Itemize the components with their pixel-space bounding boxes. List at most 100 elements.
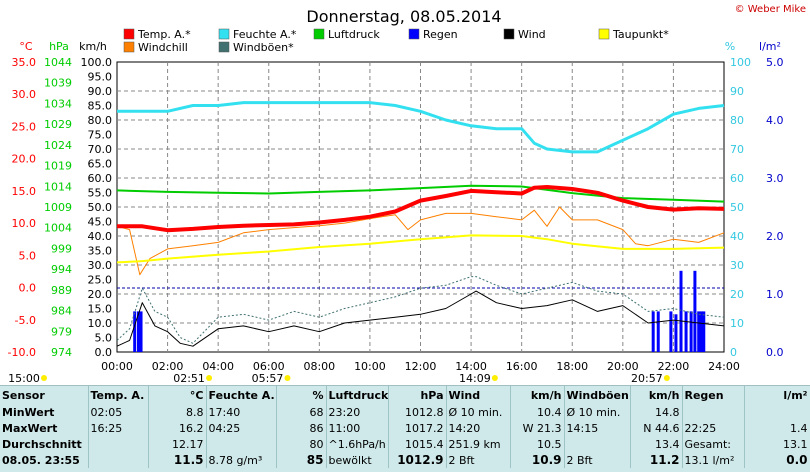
table-cell [564, 436, 631, 452]
header-cell: Sensor [0, 386, 89, 404]
legend: Temp. A.* Feuchte A.* Luftdruck Regen Wind Ta… [123, 28, 669, 54]
rain-bar [136, 311, 140, 352]
tick-pressure: 1024 [44, 139, 72, 152]
x-tick-label: 14:00 [455, 360, 487, 373]
series-line [117, 101, 725, 154]
header-cell: Temp. A. [88, 386, 149, 404]
tick-pressure: 1044 [44, 56, 72, 69]
rain-bar [669, 311, 673, 352]
x-tick-labels: 00:00 02:00 04:00 06:00 08:00 10:00 12:00 14:00… [101, 360, 740, 373]
header-cell: hPa [388, 386, 447, 404]
tick-pressure: 979 [51, 325, 72, 338]
x-tick-label: 00:00 [101, 360, 133, 373]
table-cell: 16:25 [88, 420, 149, 436]
tick-wind: 90.0 [88, 85, 113, 98]
legend-swatch [598, 28, 610, 40]
tick-pressure: 1039 [44, 77, 72, 90]
sun-time: 05:57 [252, 372, 284, 385]
tick-pressure: 999 [51, 242, 72, 255]
tick-wind: 65.0 [88, 158, 113, 171]
sun-icon [41, 375, 47, 381]
table-cell: 22:25 [682, 420, 745, 436]
table-cell: 11.2 [630, 452, 683, 468]
table-cell: 10.9 [510, 452, 565, 468]
table-cell: 1015.4 [388, 436, 447, 452]
table-cell: MaxWert [0, 420, 89, 436]
table-cell: 14:20 [446, 420, 511, 436]
legend-swatch [503, 28, 515, 40]
axis-unit-humidity: % [725, 40, 735, 53]
tick-pressure: 994 [51, 263, 72, 276]
header-cell: Regen [682, 386, 745, 404]
tick-humidity: 60 [730, 172, 744, 185]
x-tick-label: 02:00 [152, 360, 184, 373]
tick-pressure: 1019 [44, 160, 72, 173]
table-cell: 8.78 g/m³ [206, 452, 277, 468]
table-header: Sensor Temp. A. °C Feuchte A.% Luftdruck hPa W… [0, 386, 810, 404]
table-cell: 08.05. 23:55 [0, 452, 89, 468]
rain-bar [679, 270, 683, 352]
legend-label: Wind [518, 28, 546, 41]
table-cell: 13.1 [744, 436, 810, 452]
weather-chart: Donnerstag, 08.05.2014 © Weber Mike Temp… [8, 4, 806, 385]
series-line [116, 184, 725, 203]
tick-rain: 5.0 [766, 56, 784, 69]
rain-bar [697, 311, 701, 352]
tick-temp: 25.0 [12, 120, 37, 133]
table-cell: 16.2 [148, 420, 207, 436]
legend-swatch [218, 28, 230, 40]
series-line [116, 290, 725, 347]
tick-pressure: 974 [51, 346, 72, 359]
x-tick-label: 16:00 [506, 360, 538, 373]
x-tick-label: 04:00 [202, 360, 234, 373]
table-cell: 1012.9 [388, 452, 447, 468]
x-tick-label: 06:00 [253, 360, 285, 373]
legend-swatch [313, 28, 325, 40]
table-cell: 11.5 [148, 452, 207, 468]
tick-rain: 4.0 [766, 114, 784, 127]
tick-temp: 30.0 [12, 88, 37, 101]
rain-bar [689, 311, 693, 352]
tick-temp: 5.0 [19, 249, 37, 262]
sun-icon [284, 375, 291, 381]
header-cell: % [276, 386, 327, 404]
table-cell: 23:20 [326, 404, 389, 420]
tick-pressure: 989 [51, 284, 72, 297]
tick-humidity: 20 [730, 288, 744, 301]
table-cell: 17:40 [206, 404, 277, 420]
table-cell: 02:05 [88, 404, 149, 420]
table-row: Durchschnitt 12.17 80 ^1.6hPa/h 1015.4 251.9 … [0, 436, 810, 452]
table-cell: 11:00 [326, 420, 389, 436]
sun-icon [206, 375, 213, 381]
table-cell: W 21.3 [510, 420, 565, 436]
tick-wind: 0.0 [95, 346, 113, 359]
tick-wind: 10.0 [88, 317, 113, 330]
table-cell [88, 436, 149, 452]
x-tick-label: 08:00 [303, 360, 335, 373]
rain-bar [674, 314, 678, 352]
table-cell: 1017.2 [388, 420, 447, 436]
axis-unit-rain: l/m² [759, 40, 781, 53]
x-tick-label: 10:00 [354, 360, 386, 373]
legend-label: Taupunkt* [612, 28, 669, 41]
tick-temp: 10.0 [12, 217, 37, 230]
tick-humidity: 100 [730, 56, 751, 69]
tick-wind: 15.0 [88, 303, 113, 316]
rain-bar [702, 311, 706, 352]
table-cell: 8.8 [148, 404, 207, 420]
rain-bars [133, 270, 706, 352]
tick-temp: 35.0 [12, 56, 37, 69]
axis-unit-temp: °C [19, 40, 33, 53]
table-cell: 14.8 [630, 404, 683, 420]
table-cell: Ø 10 min. [564, 404, 631, 420]
tick-humidity: 0 [730, 346, 737, 359]
tick-wind: 40.0 [88, 230, 113, 243]
sun-markers: 15:00 02:51 05:57 14:09 20:57 [8, 372, 670, 385]
table-cell: ^1.6hPa/h [326, 436, 389, 452]
x-tick-label: 18:00 [556, 360, 588, 373]
legend-swatch [408, 28, 420, 40]
series-line [116, 234, 725, 264]
table-cell: 14:15 [564, 420, 631, 436]
table-cell: 85 [276, 452, 327, 468]
tick-rain: 0.0 [766, 346, 784, 359]
